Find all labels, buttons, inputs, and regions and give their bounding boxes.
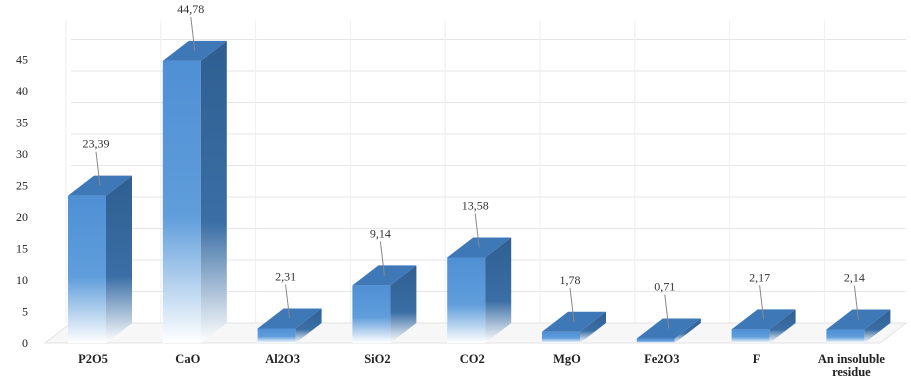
data-label-leader (853, 285, 859, 320)
bar-side (485, 237, 512, 343)
y-tick-label: 10 (16, 273, 28, 287)
bar-top (447, 237, 512, 258)
data-label-leader (759, 285, 765, 320)
data-label: 13,58 (462, 198, 489, 212)
bar-f: 2,17 (731, 270, 796, 343)
bar-side (295, 308, 322, 343)
data-label-leader (95, 151, 101, 186)
bar-front (636, 338, 675, 343)
bar-side (106, 175, 132, 343)
bar-front (447, 257, 486, 343)
data-label: 1,78 (560, 273, 581, 287)
y-tick-label: 20 (16, 210, 28, 224)
bar-sio2: 9,14 (352, 226, 417, 343)
data-label-leader (474, 213, 480, 248)
bar-side (200, 40, 227, 344)
bar-al2o3: 2,31 (257, 269, 322, 343)
x-tick-label: P2O5 (78, 352, 108, 366)
bar-side (769, 309, 796, 343)
y-tick-label: 0 (22, 336, 28, 350)
bar-front (352, 285, 391, 343)
bar-front (257, 328, 296, 343)
data-label-leader (569, 287, 575, 322)
data-label: 2,14 (844, 271, 865, 285)
x-tick-label: Al2O3 (265, 352, 300, 366)
x-tick-label: An insoluble residue (818, 352, 885, 379)
data-label-leader (664, 294, 670, 329)
bar-side (864, 309, 891, 343)
x-tick-label: SiO2 (364, 352, 390, 366)
bar-side (390, 265, 417, 343)
data-label: 9,14 (370, 226, 391, 240)
y-tick-label: 35 (16, 116, 28, 130)
y-tick-label: 15 (16, 242, 28, 256)
data-label: 23,39 (83, 137, 110, 151)
x-tick-label: F (753, 352, 761, 366)
bar-side (580, 311, 606, 343)
bar-side (674, 318, 701, 343)
bar-co2: 13,58 (447, 198, 512, 343)
y-axis: 0 5 10 15 20 25 30 35 40 45 (16, 53, 28, 351)
y-tick-label: 40 (16, 84, 28, 98)
y-tick-label: 45 (16, 53, 28, 67)
x-tick-label: CO2 (460, 352, 485, 366)
bar-fe2o3: 0,71 (636, 280, 701, 343)
data-label-leader (190, 16, 196, 51)
bar-front (68, 195, 106, 343)
y-tick-label: 5 (22, 305, 28, 319)
data-label-leader (285, 284, 291, 319)
bars: 23,39 44,78 2,31 9,14 13,58 1,78 0,71 2,17 2,14 (68, 2, 891, 344)
bar-mgo: 1,78 (542, 273, 606, 343)
bar-cao: 44,78 (162, 2, 227, 344)
bar-an-insoluble-residue: 2,14 (826, 271, 891, 343)
bar-p2o5: 23,39 (68, 137, 132, 343)
bar-front (162, 60, 201, 344)
y-tick-label: 25 (16, 179, 28, 193)
x-tick-label: MgO (553, 352, 581, 366)
data-label: 0,71 (654, 280, 675, 294)
y-tick-label: 30 (16, 147, 28, 161)
x-tick-label: Fe2O3 (644, 352, 679, 366)
x-axis: P2O5 CaO Al2O3 SiO2 CO2 MgO Fe2O3 F An insoluble… (78, 352, 885, 379)
bar-front (731, 329, 770, 343)
x-tick-label: CaO (175, 352, 200, 366)
bar-front (542, 331, 580, 343)
data-label: 2,17 (749, 270, 770, 284)
data-label: 2,31 (275, 269, 296, 283)
data-label-leader (379, 241, 385, 276)
bar-front (826, 329, 865, 343)
data-label: 44,78 (177, 2, 204, 16)
